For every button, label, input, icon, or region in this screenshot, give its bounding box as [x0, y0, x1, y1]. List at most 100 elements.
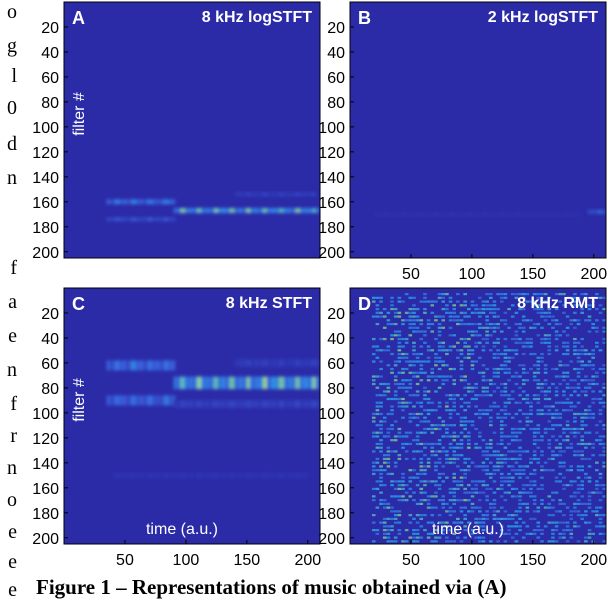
margin-letter: o — [7, 489, 17, 511]
margin-letter: n — [7, 359, 17, 381]
y-tick-label: 20 — [327, 306, 345, 323]
y-tick-label: 140 — [318, 456, 345, 473]
panel-letter: C — [72, 294, 85, 314]
y-tick-label: 160 — [32, 481, 59, 498]
y-axis-label: filter # — [71, 92, 88, 136]
y-axis-label: filter # — [71, 378, 88, 422]
y-tick-label: 40 — [41, 45, 59, 62]
margin-letter: e — [8, 521, 17, 543]
noise-pattern — [371, 292, 606, 543]
y-tick-label: 200 — [318, 531, 345, 548]
margin-letter: f — [10, 393, 17, 415]
y-tick-label: 100 — [318, 406, 345, 423]
margin-letter: n — [7, 457, 17, 479]
y-tick-label: 120 — [318, 145, 345, 162]
y-tick-label: 60 — [41, 70, 59, 87]
y-tick-label: 20 — [41, 306, 59, 323]
y-tick-label: 20 — [41, 20, 59, 37]
y-tick-label: 200 — [318, 245, 345, 262]
y-tick-label: 100 — [32, 406, 59, 423]
x-tick-label: 100 — [459, 266, 486, 283]
intensity-band — [173, 400, 320, 408]
margin-letter: n — [7, 167, 17, 189]
intensity-band — [106, 360, 176, 371]
y-tick-label: 180 — [318, 220, 345, 237]
heatmap-background — [64, 2, 320, 258]
panel-letter: A — [72, 8, 85, 28]
y-tick-label: 40 — [327, 331, 345, 348]
figure-caption: Figure 1 – Representations of music obta… — [36, 575, 507, 599]
margin-letter: e — [8, 325, 17, 347]
x-tick-label: 200 — [294, 552, 321, 569]
margin-letter: l — [11, 65, 17, 87]
intensity-band — [106, 217, 176, 222]
x-axis-label: time (a.u.) — [146, 521, 218, 538]
panel-c: C 8 kHz STFT 20 40 60 80 100 120 140 160 180 200 50 1… — [32, 287, 321, 569]
margin-letter: d — [7, 133, 17, 155]
panel-title: 2 kHz logSTFT — [488, 9, 598, 26]
y-tick-label: 120 — [318, 431, 345, 448]
margin-letter: f — [10, 257, 17, 279]
panel-b: B 2 kHz logSTFT 20 40 60 80 100 120 140 160 180 200… — [318, 1, 607, 283]
intensity-band — [173, 208, 320, 214]
y-tick-label: 80 — [327, 381, 345, 398]
y-tick-label: 60 — [327, 70, 345, 87]
panel-title: 8 kHz STFT — [226, 295, 312, 312]
y-tick-label: 160 — [318, 481, 345, 498]
panel-title: 8 kHz RMT — [517, 295, 598, 312]
intensity-band — [234, 192, 316, 197]
y-tick-label: 180 — [318, 506, 345, 523]
x-tick-label: 200 — [580, 552, 607, 569]
margin-letter: a — [8, 291, 17, 313]
margin-letter: g — [7, 35, 17, 57]
x-tick-label: 150 — [234, 552, 261, 569]
heatmap-background — [350, 288, 606, 544]
y-tick-label: 160 — [318, 195, 345, 212]
y-tick-label: 160 — [32, 195, 59, 212]
x-tick-label: 150 — [520, 266, 547, 283]
margin-letter: e — [8, 579, 17, 600]
margin-letter: e — [8, 551, 17, 573]
x-tick-label: 150 — [520, 552, 547, 569]
y-tick-label: 140 — [318, 170, 345, 187]
panel-letter: D — [358, 294, 371, 314]
intensity-band — [112, 472, 309, 478]
intensity-band — [106, 395, 176, 406]
heatmap-background — [350, 2, 606, 258]
margin-letter: r — [10, 425, 17, 447]
panel-title: 8 kHz logSTFT — [202, 9, 312, 26]
heatmap-background — [64, 288, 320, 544]
y-tick-label: 120 — [32, 145, 59, 162]
x-tick-label: 100 — [459, 552, 486, 569]
y-tick-label: 40 — [327, 45, 345, 62]
y-tick-label: 60 — [41, 356, 59, 373]
y-tick-label: 40 — [41, 331, 59, 348]
y-tick-label: 80 — [41, 95, 59, 112]
x-tick-label: 100 — [173, 552, 200, 569]
y-tick-label: 20 — [327, 20, 345, 37]
panel-frame — [349, 1, 607, 259]
panel-frame — [63, 287, 321, 545]
panel-d: D 8 kHz RMT 20 40 60 80 100 120 140 160 180 200 50 10… — [318, 287, 607, 569]
y-tick-label: 100 — [318, 120, 345, 137]
y-tick-label: 100 — [32, 120, 59, 137]
x-tick-label: 50 — [116, 552, 134, 569]
y-tick-label: 140 — [32, 170, 59, 187]
panel-a: A 8 kHz logSTFT 20 40 60 80 100 120 140 160 180 200… — [32, 1, 321, 262]
intensity-band — [587, 209, 606, 214]
margin-letter: 0 — [7, 97, 17, 119]
intensity-band — [374, 213, 583, 216]
margin-letter: o — [7, 1, 17, 23]
intensity-band — [173, 376, 320, 390]
y-tick-label: 60 — [327, 356, 345, 373]
y-tick-label: 120 — [32, 431, 59, 448]
y-tick-label: 80 — [327, 95, 345, 112]
y-tick-label: 140 — [32, 456, 59, 473]
panel-frame — [349, 287, 607, 545]
y-tick-label: 80 — [41, 381, 59, 398]
x-tick-label: 50 — [402, 266, 420, 283]
x-tick-label: 200 — [580, 266, 607, 283]
y-tick-label: 180 — [32, 220, 59, 237]
